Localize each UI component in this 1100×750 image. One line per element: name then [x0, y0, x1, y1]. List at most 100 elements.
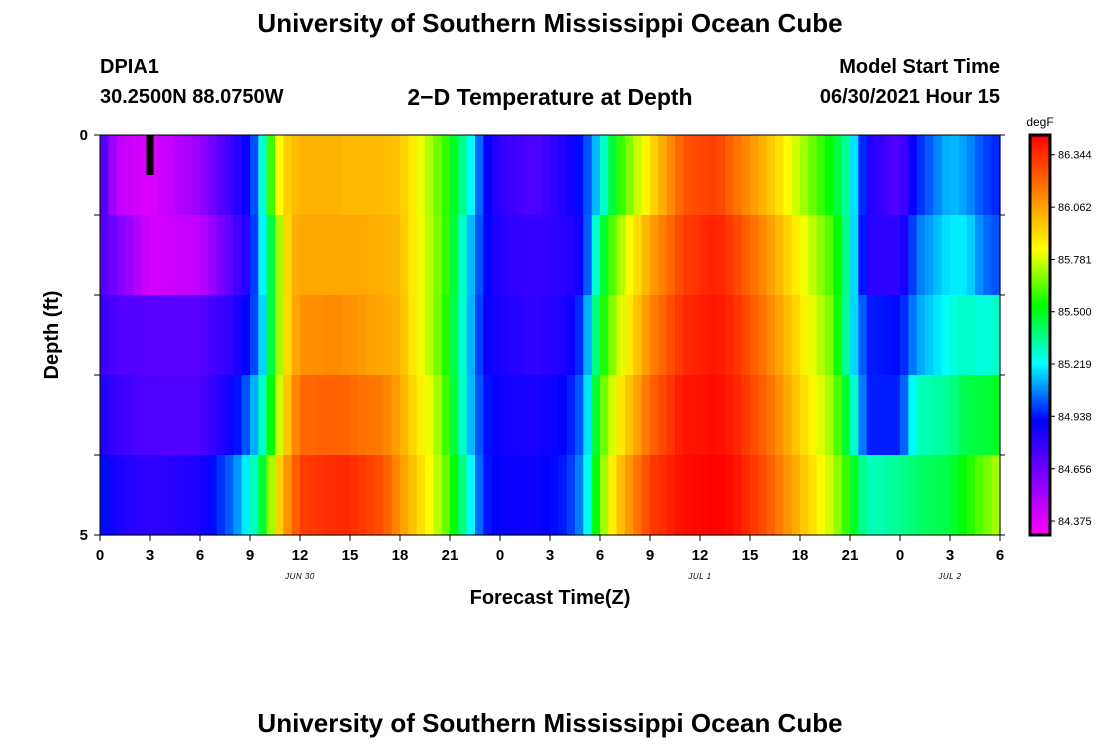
heatmap-cell — [933, 135, 943, 216]
heatmap-cell — [800, 135, 809, 216]
heatmap-cell — [325, 215, 334, 296]
heatmap-cell — [266, 455, 276, 536]
heatmap-cell — [391, 135, 401, 216]
heatmap-cell — [958, 295, 968, 376]
heatmap-cell — [441, 295, 451, 376]
heatmap-cell — [641, 215, 651, 296]
heatmap-cell — [641, 375, 651, 456]
heatmap-cell — [133, 455, 143, 536]
heatmap-cell — [233, 375, 243, 456]
colorbar-segment — [1030, 482, 1050, 486]
heatmap-cell — [508, 375, 518, 456]
heatmap-cell — [558, 375, 568, 456]
heatmap-cell — [283, 375, 293, 456]
heatmap-cell — [783, 455, 793, 536]
heatmap-cell — [141, 215, 151, 296]
heatmap-cell — [916, 215, 926, 296]
heatmap-cell — [975, 375, 984, 456]
heatmap-cell — [100, 295, 109, 376]
heatmap-cell — [258, 215, 268, 296]
heatmap-cell — [816, 215, 826, 296]
heatmap-cell — [341, 375, 351, 456]
colorbar-segment — [1030, 375, 1050, 379]
x-tick-label: 18 — [392, 547, 409, 564]
heatmap-cell — [291, 215, 301, 296]
colorbar-segment — [1030, 505, 1050, 509]
heatmap-cell — [416, 455, 426, 536]
colorbar-tick-label: 85.781 — [1058, 254, 1092, 266]
heatmap-cell — [766, 135, 776, 216]
colorbar-segment — [1030, 362, 1050, 366]
heatmap-cell — [675, 375, 684, 456]
heatmap-cell — [550, 215, 559, 296]
heatmap-cell — [333, 215, 343, 296]
heatmap-cell — [125, 215, 134, 296]
heatmap-cell — [650, 455, 659, 536]
colorbar-segment — [1030, 500, 1050, 504]
heatmap-cell — [383, 455, 393, 536]
heatmap-cell — [191, 375, 201, 456]
heatmap-cell — [691, 135, 701, 216]
heatmap-cell — [133, 135, 143, 216]
colorbar-segment — [1030, 287, 1050, 291]
heatmap-cell — [200, 455, 209, 536]
heatmap-cell — [233, 135, 243, 216]
heatmap-cell — [825, 135, 834, 216]
heatmap-cell — [950, 375, 959, 456]
heatmap-cell — [491, 375, 501, 456]
colorbar-segment — [1030, 235, 1050, 239]
heatmap-cell — [358, 375, 368, 456]
heatmap-cell — [450, 375, 459, 456]
heatmap-cell — [566, 215, 576, 296]
heatmap-cell — [733, 135, 743, 216]
heatmap-cell — [266, 295, 276, 376]
heatmap-cell — [741, 455, 751, 536]
colorbar-segment — [1030, 205, 1050, 209]
colorbar-segment — [1030, 152, 1050, 156]
heatmap-cell — [166, 375, 176, 456]
colorbar-segment — [1030, 407, 1050, 411]
colorbar-segment — [1030, 412, 1050, 416]
heatmap-cell — [400, 455, 409, 536]
colorbar-segment — [1030, 292, 1050, 296]
heatmap-cell — [741, 135, 751, 216]
heatmap-cell — [766, 215, 776, 296]
heatmap-cell — [316, 215, 326, 296]
heatmap-cell — [433, 295, 443, 376]
heatmap-cell — [258, 295, 268, 376]
colorbar-segment — [1030, 275, 1050, 279]
heatmap-cell — [275, 135, 284, 216]
colorbar-frame — [1028, 133, 1052, 537]
heatmap-cell — [183, 455, 193, 536]
heatmap-cell — [950, 135, 959, 216]
heatmap-cell — [591, 215, 601, 296]
colorbar-segment — [1030, 297, 1050, 301]
heatmap-cells — [100, 135, 1001, 536]
heatmap-cell — [750, 295, 759, 376]
colorbar-segment — [1030, 365, 1050, 369]
colorbar-segment — [1030, 525, 1050, 529]
heatmap-cell — [500, 375, 509, 456]
heatmap-cell — [816, 135, 826, 216]
heatmap-cell — [850, 295, 859, 376]
heatmap-cell — [858, 375, 868, 456]
colorbar-segment — [1030, 487, 1050, 491]
heatmap-cell — [466, 295, 476, 376]
heatmap-cell — [908, 215, 918, 296]
heatmap-cell — [783, 295, 793, 376]
heatmap-cell — [216, 215, 226, 296]
heatmap-cell — [283, 215, 293, 296]
heatmap-cell — [200, 295, 209, 376]
colorbar-segment — [1030, 230, 1050, 234]
colorbar-segment — [1030, 497, 1050, 501]
heatmap-cell — [125, 375, 134, 456]
colorbar-segment — [1030, 440, 1050, 444]
colorbar-segment — [1030, 320, 1050, 324]
heatmap-cell — [441, 215, 451, 296]
heatmap-cell — [491, 295, 501, 376]
heatmap-cell — [216, 375, 226, 456]
heatmap-cell — [600, 455, 609, 536]
colorbar-segment — [1030, 485, 1050, 489]
heatmap-cell — [116, 135, 126, 216]
heatmap-cell — [966, 215, 976, 296]
